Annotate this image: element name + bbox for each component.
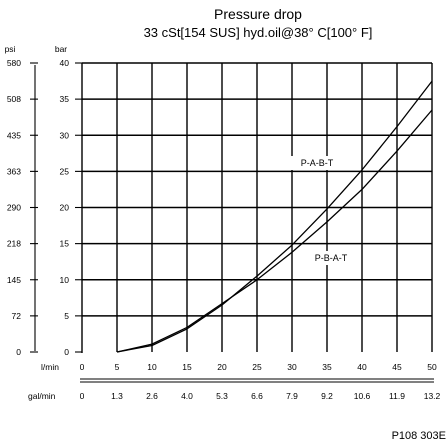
chart-series: [116, 80, 433, 353]
galmin-tick-label: 0: [80, 391, 85, 401]
galmin-tick-label: 1.3: [111, 391, 123, 401]
annotation-backdrop: [304, 251, 358, 265]
psi-tick-label: 218: [7, 239, 21, 249]
series-line-p-b-a-t: [116, 109, 433, 353]
psi-tick-label: 290: [7, 203, 21, 213]
chart-annotations: P-A-B-T P-B-A-T: [290, 156, 358, 265]
curve-label: P-B-A-T: [315, 253, 348, 263]
bar-tick-label: 35: [60, 94, 70, 104]
chart-subtitle: 33 cSt[154 SUS] hyd.oil@38° C[100° F]: [144, 25, 373, 40]
bar-tick-label: 0: [64, 347, 69, 357]
chart-axes: [34, 63, 434, 383]
lmin-tick-label: 20: [217, 362, 227, 372]
annotation-backdrop: [290, 156, 344, 170]
curve-label: P-A-B-T: [301, 158, 334, 168]
series-line-p-a-b-t: [116, 80, 433, 353]
chart-title: Pressure drop: [214, 6, 302, 22]
galmin-tick-label: 9.2: [321, 391, 333, 401]
lmin-tick-label: 0: [80, 362, 85, 372]
figure-code: P108 303E: [392, 430, 446, 442]
galmin-tick-label: 10.6: [354, 391, 371, 401]
galmin-tick-label: 5.3: [216, 391, 228, 401]
bar-tick-label: 25: [60, 166, 70, 176]
bar-axis-label: bar: [55, 44, 67, 54]
galmin-axis-label: gal/min: [28, 391, 56, 401]
lmin-tick-label: 45: [392, 362, 402, 372]
bar-tick-label: 40: [60, 58, 70, 68]
lmin-tick-label: 40: [357, 362, 367, 372]
psi-tick-label: 508: [7, 94, 21, 104]
bar-tick-label: 20: [60, 203, 70, 213]
lmin-tick-label: 35: [322, 362, 332, 372]
bar-tick-label: 15: [60, 239, 70, 249]
psi-tick-label: 580: [7, 58, 21, 68]
psi-axis-label: psi: [5, 44, 16, 54]
lmin-tick-label: 5: [115, 362, 120, 372]
bar-tick-label: 30: [60, 130, 70, 140]
galmin-tick-label: 7.9: [286, 391, 298, 401]
lmin-tick-label: 10: [147, 362, 157, 372]
galmin-tick-label: 6.6: [251, 391, 263, 401]
galmin-tick-label: 2.6: [146, 391, 158, 401]
chart-grid: [82, 62, 433, 352]
lmin-tick-label: 30: [287, 362, 297, 372]
chart-ticks: 0 0 5 72 10 145 15 218 20 290 25 363 30 435 35 508 40 580…: [7, 58, 441, 401]
psi-tick-label: 145: [7, 275, 21, 285]
lmin-tick-label: 15: [182, 362, 192, 372]
lmin-axis-label: l/min: [41, 362, 59, 372]
psi-tick-label: 72: [12, 311, 22, 321]
lmin-tick-label: 50: [427, 362, 437, 372]
galmin-tick-label: 4.0: [181, 391, 193, 401]
galmin-tick-label: 13.2: [424, 391, 441, 401]
psi-tick-label: 435: [7, 130, 21, 140]
bar-tick-label: 5: [64, 311, 69, 321]
psi-tick-label: 0: [16, 347, 21, 357]
lmin-tick-label: 25: [252, 362, 262, 372]
bar-tick-label: 10: [60, 275, 70, 285]
psi-tick-label: 363: [7, 166, 21, 176]
galmin-tick-label: 11.9: [389, 391, 405, 401]
